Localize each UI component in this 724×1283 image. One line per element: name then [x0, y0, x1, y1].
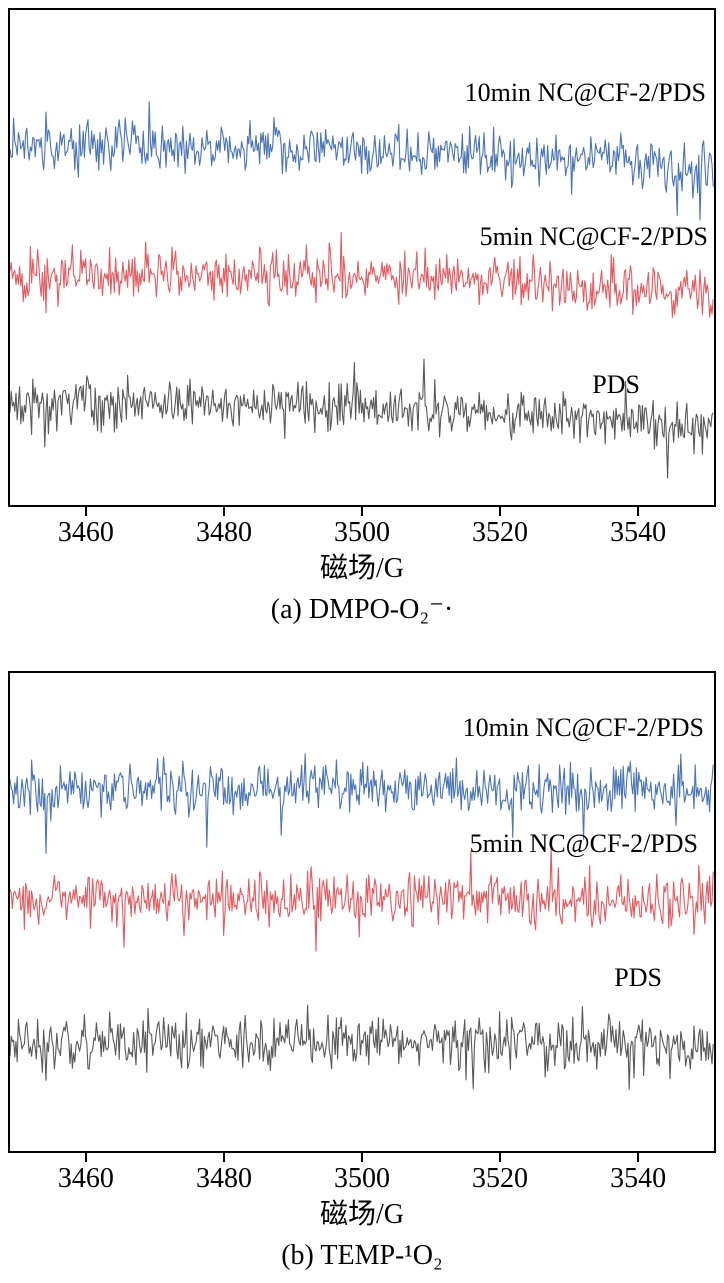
panel-a-caption: (a) DMPO-O₂⁻· — [270, 594, 454, 625]
panel-b: 10min NC@CF-2/PDS 5min NC@CF-2/PDS PDS 3… — [0, 671, 724, 1273]
x-axis-title-a: 磁场/G — [319, 553, 404, 584]
x-axis-ticks-b: 3460 3480 3500 3520 3540 — [10, 1153, 714, 1199]
epr-traces-b — [10, 753, 714, 1090]
trace-label-5min: 5min NC@CF-2/PDS — [469, 829, 698, 858]
trace-label-10min: 10min NC@CF-2/PDS — [464, 78, 706, 107]
x-tick-label: 3480 — [195, 517, 252, 548]
plot-area-a: 10min NC@CF-2/PDS 5min NC@CF-2/PDS PDS — [8, 8, 716, 507]
trace-label-pds: PDS — [614, 963, 662, 992]
x-tick-label: 3460 — [57, 517, 114, 548]
x-tick-mark — [361, 1153, 363, 1162]
x-tick-mark — [84, 507, 87, 516]
x-tick-mark — [84, 1153, 87, 1162]
x-tick-mark — [361, 507, 363, 516]
epr-traces-a — [10, 101, 714, 479]
x-tick-label: 3500 — [334, 1163, 390, 1194]
x-axis-title-b: 磁场/G — [319, 1199, 404, 1230]
x-tick-label: 3540 — [610, 517, 667, 548]
x-tick-label: 3520 — [472, 1163, 529, 1194]
x-tick-label: 3540 — [610, 1163, 667, 1194]
x-tick-mark — [222, 1153, 225, 1162]
x-tick-label: 3480 — [195, 1163, 252, 1194]
x-tick-label: 3520 — [472, 517, 529, 548]
x-tick-mark — [637, 1153, 640, 1162]
plot-area-b: 10min NC@CF-2/PDS 5min NC@CF-2/PDS PDS — [8, 671, 716, 1153]
trace-label-pds: PDS — [592, 370, 640, 399]
panel-b-caption: (b) TEMP-¹O₂ — [281, 1240, 443, 1271]
panel-a: 10min NC@CF-2/PDS 5min NC@CF-2/PDS PDS 3… — [0, 8, 724, 627]
x-tick-mark — [499, 507, 502, 516]
trace-label-10min: 10min NC@CF-2/PDS — [462, 713, 704, 742]
x-tick-label: 3500 — [334, 517, 390, 548]
x-tick-mark — [637, 507, 640, 516]
x-axis-ticks-a: 3460 3480 3500 3520 3540 — [10, 507, 714, 553]
x-tick-label: 3460 — [57, 1163, 114, 1194]
x-tick-mark — [499, 1153, 502, 1162]
epr-figure: 10min NC@CF-2/PDS 5min NC@CF-2/PDS PDS 3… — [0, 8, 724, 1273]
x-tick-mark — [222, 507, 225, 516]
trace-label-5min: 5min NC@CF-2/PDS — [479, 222, 708, 251]
